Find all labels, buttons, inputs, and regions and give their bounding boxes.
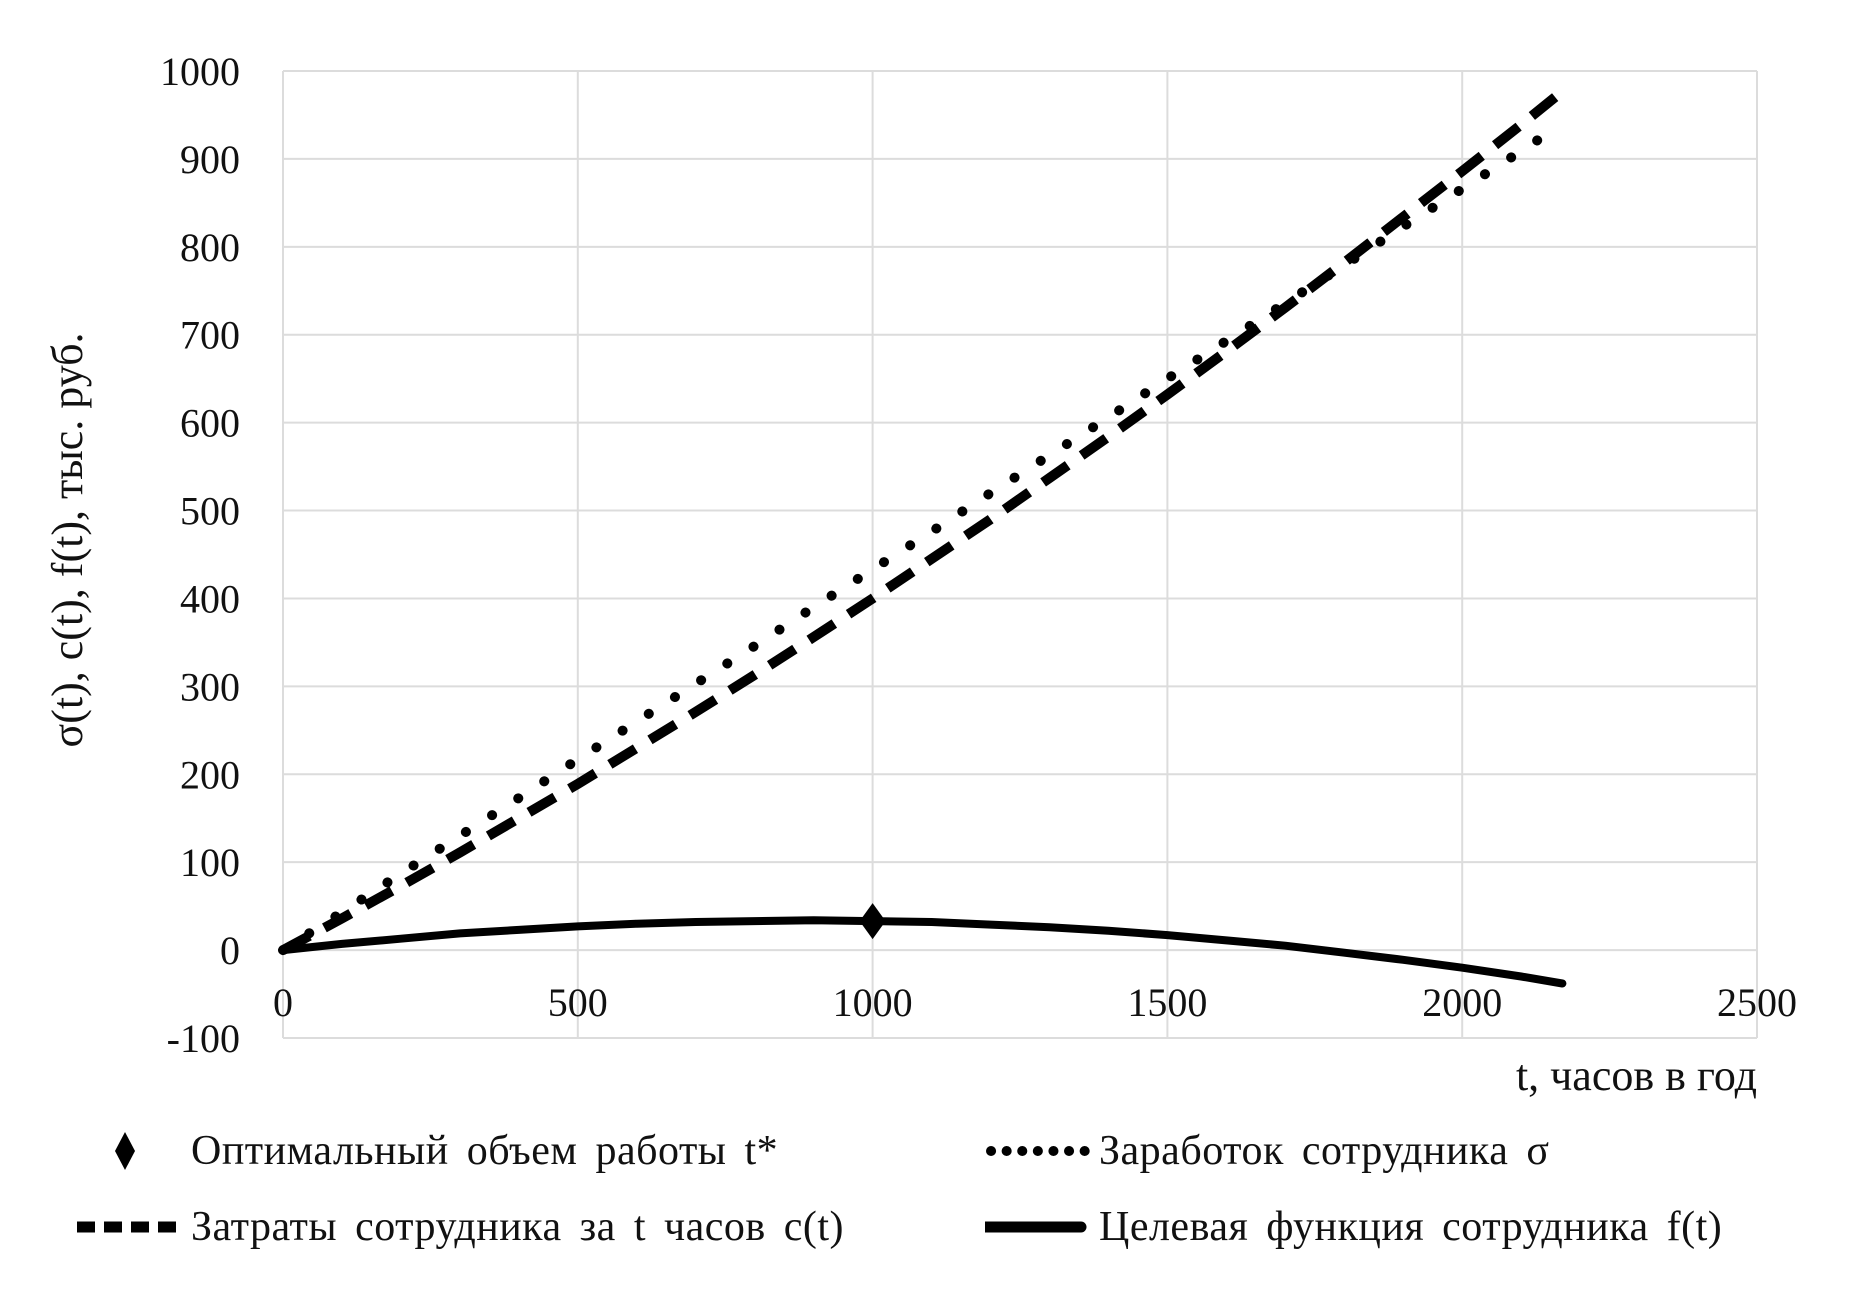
x-tick-label: 500 (548, 980, 608, 1025)
y-axis-title: σ(t), c(t), f(t), тыс. руб. (43, 332, 92, 747)
dotted-line-icon (986, 1146, 1090, 1156)
y-tick-label: 700 (180, 313, 240, 358)
legend-item-optimal-point: Оптимальный объем работы t* (77, 1120, 778, 1182)
y-tick-label: 300 (180, 664, 240, 709)
diamond-marker-icon (115, 1132, 135, 1170)
chart-canvas: 0 500 1000 1500 2000 2500 -100 0 100 200 300 400 500… (43, 49, 1797, 1100)
legend-label-costs: Затраты сотрудника за t часов c(t) (191, 1204, 845, 1250)
y-tick-label: 600 (180, 401, 240, 446)
x-tick-label: 2000 (1422, 980, 1502, 1025)
dashed-line-icon (77, 1221, 177, 1233)
x-tick-label: 1500 (1127, 980, 1207, 1025)
legend-label-earnings: Заработок сотрудника σ (1099, 1128, 1550, 1174)
x-tick-label: 0 (273, 980, 293, 1025)
legend-item-earnings: Заработок сотрудника σ (985, 1120, 1549, 1182)
x-tick-label: 2500 (1717, 980, 1797, 1025)
y-tick-label: 0 (220, 928, 240, 973)
axis-tick-labels: 0 500 1000 1500 2000 2500 -100 0 100 200 300 400 500… (160, 49, 1797, 1061)
y-tick-label: 200 (180, 752, 240, 797)
y-tick-label: 900 (180, 137, 240, 182)
legend-item-costs: Затраты сотрудника за t часов c(t) (77, 1196, 844, 1258)
legend-label-objective: Целевая функция сотрудника f(t) (1099, 1204, 1723, 1250)
y-tick-label: 100 (180, 840, 240, 885)
y-tick-label: -100 (167, 1016, 240, 1061)
series-lines (278, 87, 1568, 988)
legend-item-objective: Целевая функция сотрудника f(t) (985, 1196, 1722, 1258)
x-tick-label: 1000 (833, 980, 913, 1025)
legend-label-optimal-point: Оптимальный объем работы t* (191, 1128, 779, 1174)
x-axis-title: t, часов в год (1516, 1051, 1757, 1100)
series-costs-c-line (280, 87, 1566, 955)
y-tick-label: 500 (180, 489, 240, 534)
y-tick-label: 1000 (160, 49, 240, 94)
solid-line-icon (985, 1221, 1087, 1233)
y-tick-label: 800 (180, 225, 240, 270)
gridlines (282, 70, 1758, 1039)
optimal-point-marker (859, 903, 886, 940)
series-objective-f-line (279, 916, 1567, 988)
optimal-point-diamond (859, 903, 886, 940)
y-tick-label: 400 (180, 576, 240, 621)
